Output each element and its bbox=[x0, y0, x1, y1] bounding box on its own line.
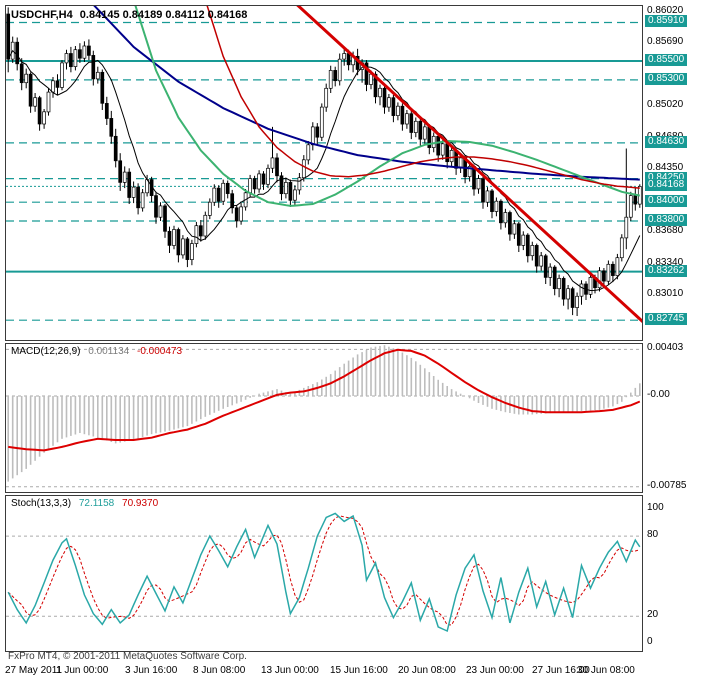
price-axis[interactable]: 0.860200.856900.850200.846800.843500.836… bbox=[643, 0, 717, 684]
time-axis[interactable]: 27 May 2011 1 Jun 00:00 3 Jun 16:00 8 Jun 0… bbox=[0, 665, 717, 681]
stochastic-indicator-name: Stoch(13,3,3) bbox=[11, 498, 72, 509]
candles bbox=[6, 7, 642, 316]
time-axis-label: 3 Jun 16:00 bbox=[125, 665, 178, 676]
time-axis-label: 1 Jun 00:00 bbox=[56, 665, 109, 676]
macd-indicator-name: MACD(12,26,9) bbox=[11, 346, 81, 357]
price-axis-label: 0.83010 bbox=[647, 288, 684, 299]
price-level-label: 0.85910 bbox=[645, 15, 688, 27]
time-axis-label: 23 Jun 00:00 bbox=[466, 665, 524, 676]
descending-trendline[interactable] bbox=[295, 6, 642, 339]
macd-main-value: 0.001134 bbox=[88, 346, 130, 357]
stochastic-indicator-panel[interactable]: Stoch(13,3,3) 72.1158 70.9370 bbox=[5, 495, 643, 652]
price-axis-label: 0.85690 bbox=[647, 36, 684, 47]
stochastic-title: Stoch(13,3,3) 72.1158 70.9370 bbox=[11, 498, 163, 509]
time-axis-label: 13 Jun 00:00 bbox=[261, 665, 319, 676]
price-level-label: 0.83262 bbox=[645, 265, 688, 277]
candlestick-chart-canvas[interactable] bbox=[6, 6, 642, 340]
macd-axis-label: -0.00 bbox=[647, 389, 670, 400]
time-axis-label: 15 Jun 16:00 bbox=[330, 665, 388, 676]
price-level-label: 0.85300 bbox=[645, 73, 688, 85]
price-level-label: 0.84630 bbox=[645, 136, 688, 148]
price-axis-label: 0.84350 bbox=[647, 162, 684, 173]
time-axis-label: 27 May 2011 bbox=[5, 665, 63, 676]
stoch-guide-levels bbox=[6, 535, 642, 617]
price-axis-label: 0.86020 bbox=[647, 5, 684, 16]
stoch-axis-label: 100 bbox=[647, 502, 664, 513]
macd-grid bbox=[6, 348, 642, 488]
chart-title: USDCHF,H4 0.84145 0.84189 0.84112 0.8416… bbox=[11, 9, 251, 21]
ma-green[interactable] bbox=[134, 6, 641, 207]
macd-chart-canvas[interactable] bbox=[6, 344, 642, 492]
price-level-label: 0.84000 bbox=[645, 195, 688, 207]
stoch-main-line[interactable] bbox=[7, 512, 641, 633]
ma-black[interactable] bbox=[7, 49, 641, 292]
macd-signal-line[interactable] bbox=[8, 348, 641, 452]
price-level-label: 0.83800 bbox=[645, 214, 688, 226]
time-axis-label: 20 Jun 08:00 bbox=[398, 665, 456, 676]
copyright-text: FxPro MT4, © 2001-2011 MetaQuotes Softwa… bbox=[8, 651, 247, 662]
price-axis-label: 0.83680 bbox=[647, 225, 684, 236]
macd-indicator-panel[interactable]: MACD(12,26,9) 0.001134 -0.000473 bbox=[5, 343, 643, 493]
price-level-label: 0.85500 bbox=[645, 54, 688, 66]
stoch-axis-label: 20 bbox=[647, 609, 659, 620]
time-axis-label: 27 Jun 16:00 bbox=[532, 665, 590, 676]
stoch-axis-label: 80 bbox=[647, 529, 659, 540]
stochastic-main-value: 72.1158 bbox=[78, 498, 115, 509]
stoch-axis-label: 0 bbox=[647, 636, 653, 647]
stochastic-chart-canvas[interactable] bbox=[6, 496, 642, 651]
symbol-timeframe-label: USDCHF,H4 bbox=[11, 9, 73, 21]
support-resistance-levels[interactable] bbox=[6, 21, 642, 321]
main-chart-panel[interactable]: USDCHF,H4 0.84145 0.84189 0.84112 0.8416… bbox=[5, 5, 643, 341]
price-axis-label: 0.83340 bbox=[647, 257, 684, 268]
ma-red[interactable] bbox=[205, 6, 640, 189]
macd-title: MACD(12,26,9) 0.001134 -0.000473 bbox=[11, 346, 187, 357]
macd-axis-label: -0.00785 bbox=[647, 480, 687, 491]
price-axis-label: 0.85020 bbox=[647, 99, 684, 110]
macd-signal-value: -0.000473 bbox=[137, 346, 183, 357]
time-axis-label: 8 Jun 08:00 bbox=[193, 665, 246, 676]
stochastic-signal-value: 70.9370 bbox=[122, 498, 159, 509]
macd-axis-label: 0.00403 bbox=[647, 342, 684, 353]
ohlc-values: 0.84145 0.84189 0.84112 0.84168 bbox=[79, 9, 248, 21]
price-level-label: 0.82745 bbox=[645, 313, 688, 325]
ma-navy[interactable] bbox=[89, 6, 640, 181]
stoch-signal-line[interactable] bbox=[7, 515, 640, 626]
time-axis-label: 30 Jun 08:00 bbox=[577, 665, 635, 676]
macd-histogram bbox=[7, 345, 641, 482]
current-price-label: 0.84168 bbox=[645, 179, 688, 191]
